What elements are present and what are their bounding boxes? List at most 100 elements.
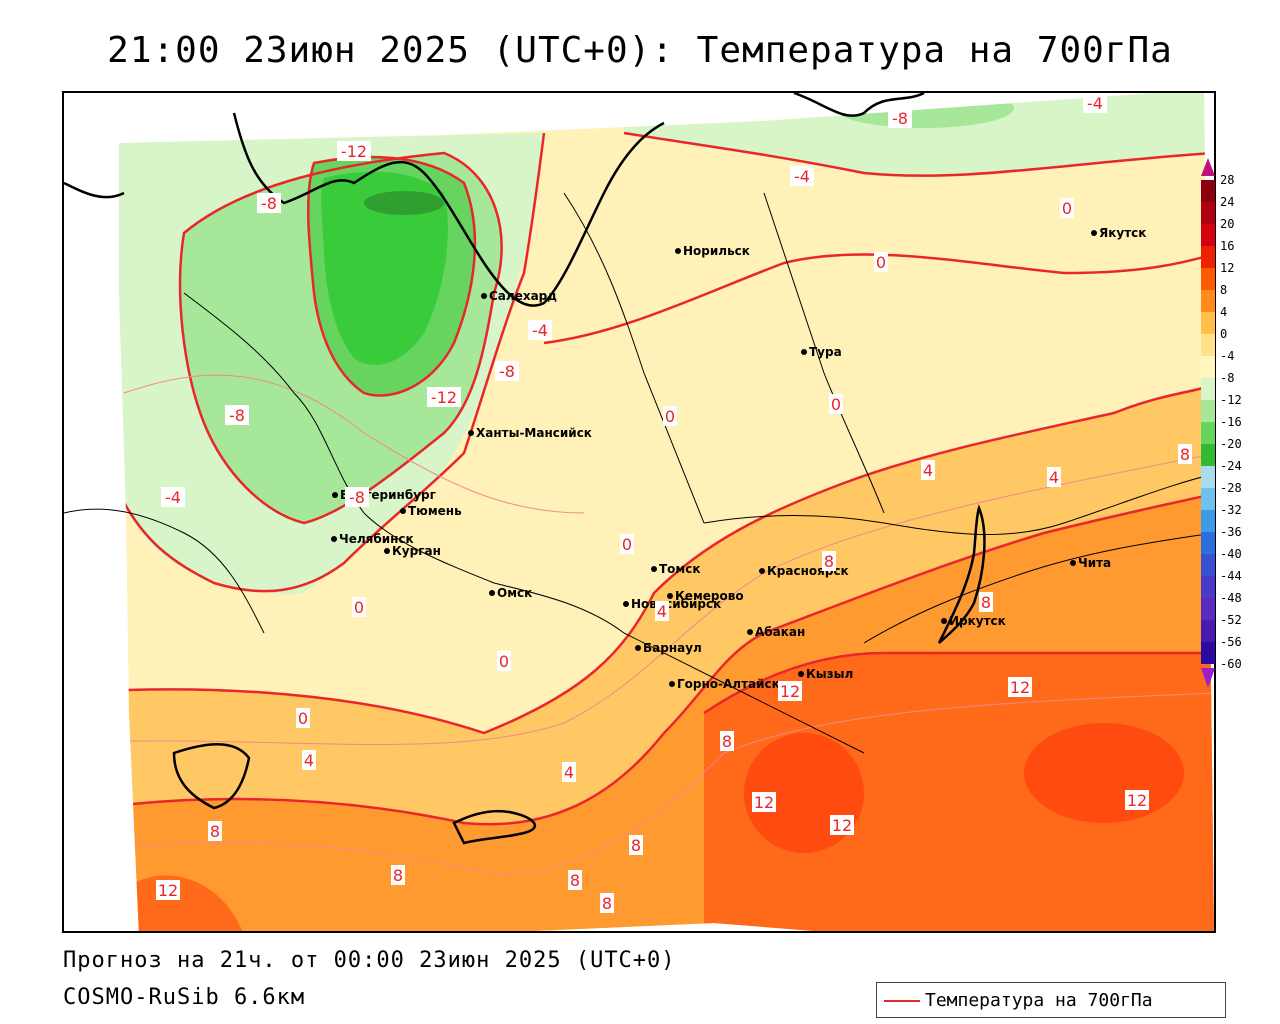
city-dot — [331, 536, 337, 542]
colorbar-cell — [1201, 268, 1215, 290]
map-canvas: Норильск Якутск Салехард Тура Ханты-Мансийск… — [64, 93, 1214, 931]
isotherm-label: 4 — [562, 762, 576, 782]
model-info: COSMO-RuSib 6.6км — [63, 985, 306, 1010]
isotherm-label-text: -4 — [165, 488, 181, 507]
colorbar-tick-label: -28 — [1220, 481, 1242, 495]
isotherm-label: 8 — [208, 821, 222, 841]
colorbar-cell — [1201, 246, 1215, 268]
colorbar-tick-label: -56 — [1220, 635, 1242, 649]
city-dot — [481, 293, 487, 299]
colorbar-cell — [1201, 532, 1215, 554]
isotherm-label: -8 — [225, 405, 249, 425]
isotherm-label-bg — [830, 815, 854, 835]
colorbar-top-arrow — [1201, 158, 1215, 176]
colorbar-cell — [1201, 488, 1215, 510]
isotherm-label-text: -4 — [532, 321, 548, 340]
isotherm-label-bg — [497, 651, 511, 671]
city-marker: Абакан — [747, 625, 805, 639]
isotherm-lines-thin — [119, 374, 1214, 875]
isotherm-label-bg — [337, 141, 371, 161]
city-dot — [623, 601, 629, 607]
city-marker: Новосибирск — [623, 597, 721, 611]
isotherm-label: -4 — [790, 166, 814, 186]
isotherm-label: 0 — [352, 597, 366, 617]
colorbar-tick-label: -36 — [1220, 525, 1242, 539]
isotherm-label-text: 12 — [1127, 791, 1147, 810]
isotherm-label: 8 — [1178, 444, 1192, 464]
isotherm-label: 0 — [296, 708, 310, 728]
colorbar-cell — [1201, 202, 1215, 224]
isotherm-label-text: -12 — [431, 388, 457, 407]
city-dot — [489, 590, 495, 596]
city-dot — [759, 568, 765, 574]
city-dot — [801, 349, 807, 355]
colorbar-tick-label: -12 — [1220, 393, 1242, 407]
city-label: Салехард — [489, 289, 557, 303]
colorbar-ticks: 28 24 20 16 12 8 4 0 -4 -8 -12 -16 -20 -24 -28 -32 -36 -4… — [1220, 173, 1242, 671]
isotherm-label-bg — [829, 394, 843, 414]
lake-balkhash — [452, 809, 537, 845]
city-marker: Норильск — [675, 244, 750, 258]
isotherm-label: 0 — [663, 406, 677, 426]
isotherm-label-bg — [655, 601, 669, 621]
colorbar-cells — [1201, 180, 1215, 664]
isotherm-label-text: 0 — [298, 709, 308, 728]
colorbar-cell — [1201, 554, 1215, 576]
isotherm-label-text: -4 — [794, 167, 810, 186]
isotherm-label: 4 — [921, 460, 935, 480]
temperature-colorbar: 28 24 20 16 12 8 4 0 -4 -8 -12 -16 -20 -24 -28 -32 -36 -4… — [1201, 158, 1242, 688]
city-marker: Омск — [489, 586, 532, 600]
colorbar-tick-label: -52 — [1220, 613, 1242, 627]
colorbar-cell — [1201, 180, 1215, 202]
isotherm-label: 8 — [391, 865, 405, 885]
colorbar-cell — [1201, 378, 1215, 400]
colorbar-tick-label: -44 — [1220, 569, 1242, 583]
isotherm-label-bg — [345, 487, 369, 507]
isotherm-label: 4 — [655, 601, 669, 621]
map-legend: Температура на 700гПа — [876, 982, 1226, 1018]
isotherm-label: 8 — [979, 592, 993, 612]
isotherm-label-bg — [921, 460, 935, 480]
isotherm-label-text: 8 — [824, 552, 834, 571]
isotherm-label: -12 — [337, 141, 371, 161]
isotherm-label-text: 12 — [754, 793, 774, 812]
isotherm-label-text: 12 — [832, 816, 852, 835]
city-label: Омск — [497, 586, 532, 600]
colorbar-tick-label: 28 — [1220, 173, 1234, 187]
city-marker: Салехард — [481, 289, 557, 303]
colorbar-cell — [1201, 224, 1215, 246]
city-label: Тура — [809, 345, 842, 359]
colorbar-tick-label: 16 — [1220, 239, 1234, 253]
city-dot — [798, 671, 804, 677]
hotspot-12 — [1024, 723, 1184, 823]
colorbar-tick-label: -60 — [1220, 657, 1242, 671]
map-title: 21:00 23июн 2025 (UTC+0): Температура на… — [107, 30, 1173, 71]
city-label: Кемерово — [675, 589, 744, 603]
city-label: Чита — [1078, 556, 1111, 570]
isotherm-label-text: 8 — [210, 822, 220, 841]
legend-label: Температура на 700гПа — [925, 990, 1153, 1011]
isotherm-label: 8 — [720, 731, 734, 751]
isotherm-label-bg — [1083, 93, 1107, 113]
isotherm-label-bg — [495, 361, 519, 381]
isotherm-label-bg — [156, 880, 180, 900]
city-marker: Челябинск — [331, 532, 414, 546]
colorbar-cell — [1201, 422, 1215, 444]
isotherm-label-bg — [1047, 467, 1061, 487]
cities-layer: Норильск Якутск Салехард Тура Ханты-Мансийск… — [331, 226, 1146, 691]
colorbar-tick-label: 8 — [1220, 283, 1227, 297]
city-label: Курган — [392, 544, 441, 558]
isotherm-label-bg — [427, 387, 461, 407]
colorbar-tick-label: -16 — [1220, 415, 1242, 429]
isotherm-label-text: -8 — [349, 488, 365, 507]
isotherm-label: -8 — [345, 487, 369, 507]
city-marker: Иркутск — [941, 614, 1006, 628]
isotherm-label: 8 — [629, 835, 643, 855]
colorbar-cell — [1201, 400, 1215, 422]
colorbar-cell — [1201, 576, 1215, 598]
city-dot — [675, 248, 681, 254]
colorbar-cell — [1201, 642, 1215, 664]
isotherm-label-text: 12 — [1010, 678, 1030, 697]
isotherm-label-text: 12 — [158, 881, 178, 900]
colorbar-cell — [1201, 356, 1215, 378]
